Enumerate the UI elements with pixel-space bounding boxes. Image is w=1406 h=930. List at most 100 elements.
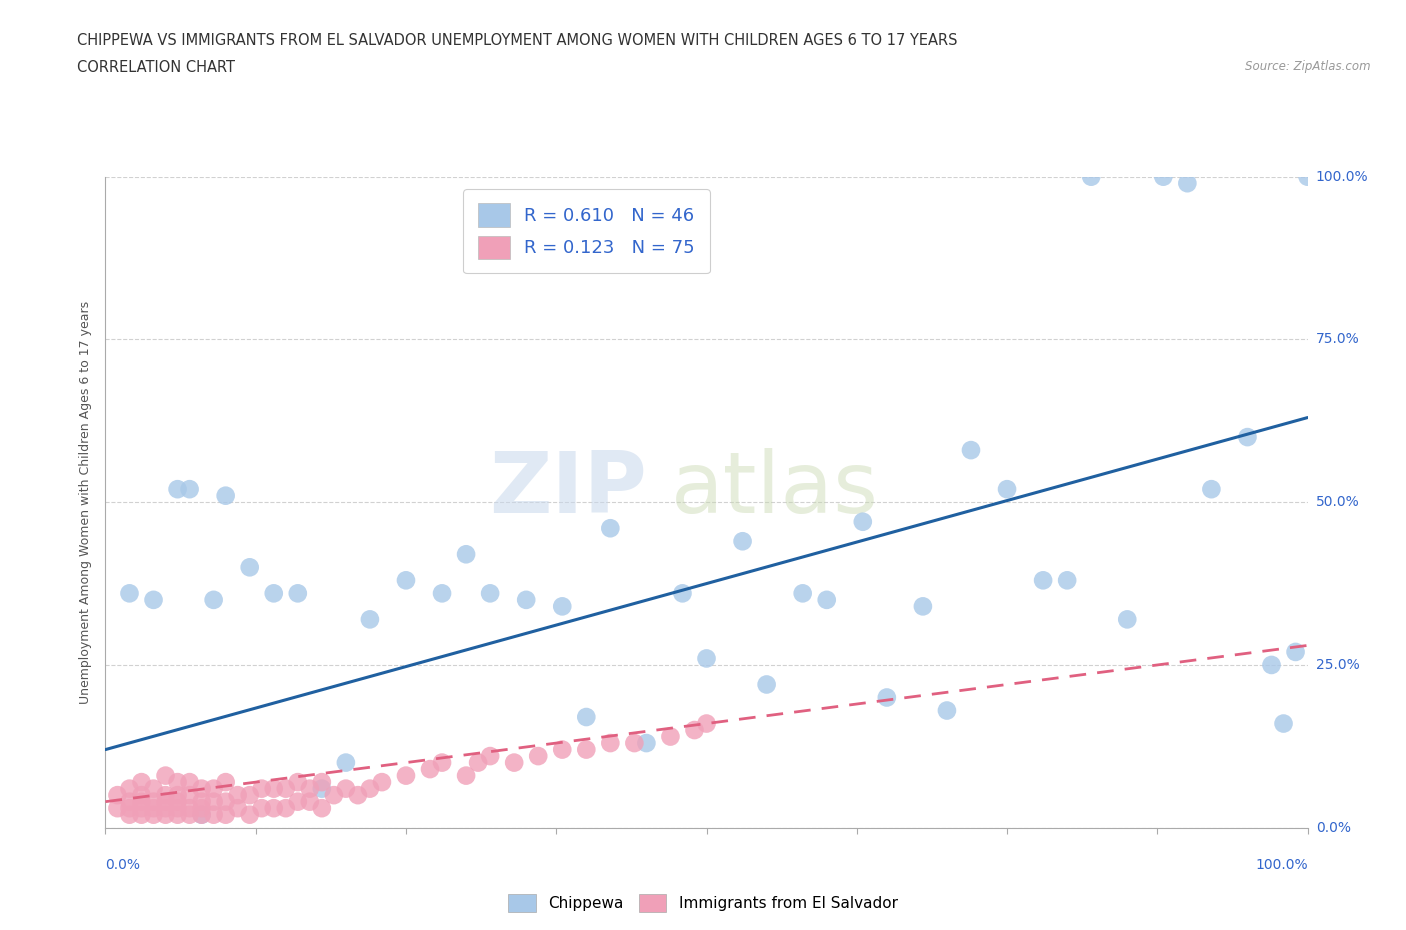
Point: [287, 794, 309, 809]
Text: ZIP: ZIP: [489, 447, 647, 531]
Point: [479, 586, 502, 601]
Point: [131, 794, 153, 809]
Point: [347, 788, 370, 803]
Point: [1296, 169, 1319, 184]
Point: [696, 651, 718, 666]
Point: [142, 794, 165, 809]
Point: [1236, 430, 1258, 445]
Point: [239, 560, 262, 575]
Point: [696, 716, 718, 731]
Point: [263, 801, 285, 816]
Point: [155, 788, 177, 803]
Point: [911, 599, 934, 614]
Point: [190, 781, 212, 796]
Point: [118, 794, 141, 809]
Point: [107, 788, 129, 803]
Point: [155, 794, 177, 809]
Point: [359, 612, 381, 627]
Point: [226, 801, 249, 816]
Point: [118, 801, 141, 816]
Point: [359, 781, 381, 796]
Point: [430, 755, 453, 770]
Point: [467, 755, 489, 770]
Point: [202, 794, 225, 809]
Point: [454, 547, 477, 562]
Point: [298, 794, 321, 809]
Point: [202, 592, 225, 607]
Point: [131, 807, 153, 822]
Point: [335, 781, 357, 796]
Text: CHIPPEWA VS IMMIGRANTS FROM EL SALVADOR UNEMPLOYMENT AMONG WOMEN WITH CHILDREN A: CHIPPEWA VS IMMIGRANTS FROM EL SALVADOR …: [77, 33, 957, 47]
Point: [1284, 644, 1306, 659]
Point: [142, 592, 165, 607]
Point: [852, 514, 875, 529]
Point: [287, 775, 309, 790]
Point: [107, 801, 129, 816]
Point: [792, 586, 814, 601]
Point: [202, 807, 225, 822]
Point: [1175, 176, 1198, 191]
Point: [142, 801, 165, 816]
Point: [274, 801, 297, 816]
Point: [274, 781, 297, 796]
Point: [1080, 169, 1102, 184]
Point: [214, 775, 236, 790]
Point: [239, 807, 262, 822]
Text: 0.0%: 0.0%: [1316, 820, 1351, 835]
Point: [179, 801, 201, 816]
Point: [395, 573, 418, 588]
Point: [179, 482, 201, 497]
Point: [250, 801, 273, 816]
Point: [287, 586, 309, 601]
Point: [479, 749, 502, 764]
Point: [190, 807, 212, 822]
Text: 50.0%: 50.0%: [1316, 495, 1360, 510]
Point: [190, 807, 212, 822]
Text: 100.0%: 100.0%: [1256, 858, 1308, 872]
Point: [263, 781, 285, 796]
Point: [166, 775, 188, 790]
Legend: R = 0.610   N = 46, R = 0.123   N = 75: R = 0.610 N = 46, R = 0.123 N = 75: [463, 189, 710, 273]
Point: [166, 788, 188, 803]
Point: [995, 482, 1018, 497]
Point: [155, 768, 177, 783]
Point: [263, 586, 285, 601]
Point: [179, 775, 201, 790]
Point: [179, 807, 201, 822]
Point: [335, 755, 357, 770]
Point: [118, 586, 141, 601]
Point: [118, 807, 141, 822]
Point: [575, 742, 598, 757]
Point: [430, 586, 453, 601]
Point: [419, 762, 441, 777]
Point: [311, 775, 333, 790]
Point: [142, 807, 165, 822]
Point: [551, 742, 574, 757]
Point: [202, 781, 225, 796]
Point: [298, 781, 321, 796]
Point: [179, 788, 201, 803]
Point: [155, 801, 177, 816]
Point: [575, 710, 598, 724]
Point: [118, 781, 141, 796]
Point: [960, 443, 983, 458]
Point: [311, 801, 333, 816]
Point: [190, 801, 212, 816]
Point: [454, 768, 477, 783]
Point: [190, 794, 212, 809]
Point: [166, 801, 188, 816]
Point: [166, 794, 188, 809]
Point: [599, 521, 621, 536]
Point: [371, 775, 394, 790]
Point: [214, 488, 236, 503]
Point: [1201, 482, 1223, 497]
Point: [876, 690, 898, 705]
Point: [731, 534, 754, 549]
Point: [815, 592, 838, 607]
Text: Source: ZipAtlas.com: Source: ZipAtlas.com: [1246, 60, 1371, 73]
Text: 100.0%: 100.0%: [1316, 169, 1368, 184]
Point: [395, 768, 418, 783]
Point: [311, 781, 333, 796]
Y-axis label: Unemployment Among Women with Children Ages 6 to 17 years: Unemployment Among Women with Children A…: [79, 300, 93, 704]
Point: [322, 788, 344, 803]
